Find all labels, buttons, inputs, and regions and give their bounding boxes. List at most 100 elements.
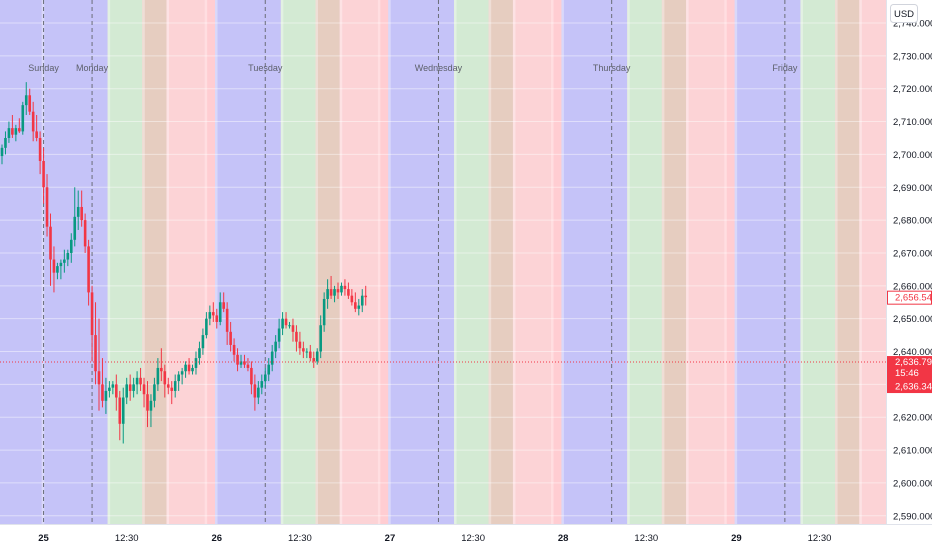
- candle[interactable]: [218, 292, 222, 326]
- candle[interactable]: [31, 101, 35, 142]
- candle[interactable]: [243, 354, 246, 368]
- candle[interactable]: [336, 282, 340, 299]
- candle[interactable]: [291, 318, 295, 342]
- candle[interactable]: [24, 82, 28, 115]
- candle[interactable]: [135, 371, 139, 395]
- candle[interactable]: [42, 147, 45, 204]
- time-axis[interactable]: 25 12:30 26 12:30 27 12:30 28 12:30 29 12:30: [0, 524, 932, 550]
- candle[interactable]: [63, 249, 66, 273]
- candle[interactable]: [308, 344, 312, 362]
- candle[interactable]: [66, 249, 70, 267]
- candle[interactable]: [149, 394, 153, 428]
- candle[interactable]: [11, 114, 14, 138]
- candle[interactable]: [194, 351, 198, 375]
- candle[interactable]: [104, 377, 108, 414]
- candle[interactable]: [90, 285, 94, 362]
- candle[interactable]: [347, 282, 350, 299]
- candle[interactable]: [225, 302, 229, 345]
- candle[interactable]: [208, 305, 212, 326]
- candle[interactable]: [21, 101, 25, 135]
- candle[interactable]: [187, 358, 191, 375]
- candle[interactable]: [302, 341, 305, 359]
- candle[interactable]: [156, 358, 160, 391]
- candle[interactable]: [146, 381, 149, 428]
- candle[interactable]: [298, 331, 302, 355]
- candle[interactable]: [28, 88, 32, 115]
- currency-button[interactable]: USD: [890, 4, 918, 23]
- candle[interactable]: [76, 190, 80, 230]
- candle[interactable]: [35, 114, 38, 142]
- candle[interactable]: [281, 312, 284, 336]
- candle[interactable]: [49, 213, 52, 286]
- candle[interactable]: [277, 318, 281, 349]
- candle[interactable]: [329, 275, 333, 299]
- candle[interactable]: [184, 361, 187, 378]
- candle[interactable]: [322, 292, 326, 332]
- candle[interactable]: [173, 374, 177, 398]
- candle[interactable]: [357, 298, 361, 316]
- candle[interactable]: [253, 374, 257, 411]
- candle[interactable]: [101, 358, 104, 408]
- candle[interactable]: [229, 321, 232, 352]
- candle[interactable]: [319, 315, 322, 359]
- candle[interactable]: [257, 381, 260, 405]
- candle[interactable]: [305, 348, 309, 359]
- candle[interactable]: [295, 325, 298, 352]
- candle[interactable]: [340, 282, 343, 296]
- candle[interactable]: [215, 308, 219, 329]
- candle[interactable]: [263, 367, 267, 388]
- candle[interactable]: [236, 348, 239, 372]
- candle[interactable]: [108, 381, 111, 398]
- candle[interactable]: [73, 187, 77, 247]
- candle[interactable]: [4, 131, 7, 155]
- candle[interactable]: [18, 118, 21, 134]
- candle[interactable]: [166, 377, 170, 395]
- candle[interactable]: [128, 374, 132, 401]
- candle[interactable]: [288, 321, 291, 329]
- candle[interactable]: [69, 233, 73, 263]
- candle[interactable]: [38, 131, 42, 175]
- candle[interactable]: [83, 213, 87, 253]
- candle[interactable]: [56, 262, 59, 280]
- candle[interactable]: [274, 335, 277, 359]
- candle[interactable]: [0, 144, 4, 165]
- candle[interactable]: [97, 318, 101, 411]
- candle[interactable]: [170, 381, 174, 405]
- candle[interactable]: [333, 285, 336, 303]
- currency-button-box[interactable]: [890, 4, 918, 23]
- candle[interactable]: [177, 371, 180, 391]
- candle[interactable]: [250, 361, 253, 395]
- candle[interactable]: [125, 377, 129, 405]
- candle[interactable]: [139, 367, 142, 391]
- candle[interactable]: [312, 351, 316, 368]
- candle[interactable]: [132, 377, 135, 398]
- candles[interactable]: [0, 82, 368, 444]
- candle[interactable]: [14, 124, 18, 142]
- candle[interactable]: [142, 377, 146, 408]
- candle[interactable]: [315, 348, 319, 365]
- candle[interactable]: [191, 364, 194, 375]
- candle[interactable]: [59, 259, 63, 280]
- candle[interactable]: [163, 364, 167, 398]
- candle[interactable]: [80, 190, 83, 227]
- candle[interactable]: [180, 367, 184, 385]
- candle[interactable]: [239, 354, 243, 368]
- candle[interactable]: [7, 121, 11, 143]
- candle[interactable]: [270, 344, 274, 372]
- candle[interactable]: [343, 279, 347, 296]
- candle[interactable]: [354, 292, 357, 313]
- candle[interactable]: [201, 328, 205, 355]
- candle[interactable]: [232, 338, 236, 362]
- candle[interactable]: [364, 285, 368, 306]
- candle[interactable]: [153, 377, 156, 408]
- candle[interactable]: [212, 302, 215, 322]
- plot-area[interactable]: Sunday Monday Tuesday Wednesday Thursday Frid…: [0, 0, 886, 524]
- candle[interactable]: [52, 246, 56, 293]
- candle[interactable]: [94, 302, 97, 385]
- candle[interactable]: [87, 239, 90, 306]
- candle[interactable]: [246, 358, 250, 372]
- candle[interactable]: [360, 289, 364, 313]
- candle[interactable]: [350, 289, 354, 306]
- candle[interactable]: [267, 358, 271, 382]
- candle[interactable]: [222, 292, 225, 313]
